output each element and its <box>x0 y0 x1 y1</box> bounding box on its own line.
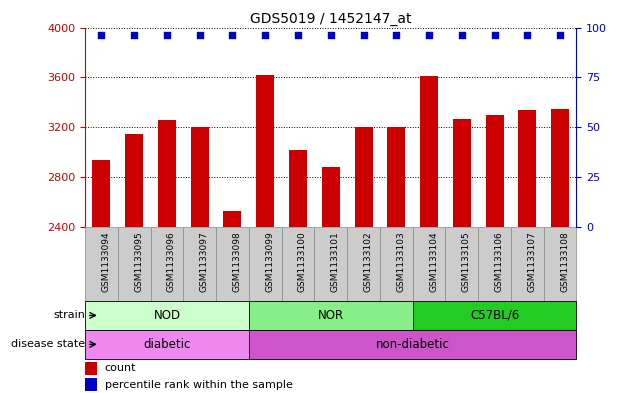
Bar <box>413 301 576 330</box>
Text: GSM1133102: GSM1133102 <box>364 231 372 292</box>
Text: strain: strain <box>53 310 85 320</box>
Bar <box>151 227 183 301</box>
Text: NOR: NOR <box>318 309 344 322</box>
Text: GSM1133105: GSM1133105 <box>462 231 471 292</box>
Text: NOD: NOD <box>153 309 181 322</box>
Text: GSM1133106: GSM1133106 <box>495 231 503 292</box>
Bar <box>486 115 503 227</box>
Bar <box>85 301 249 330</box>
Bar <box>256 75 274 227</box>
Point <box>358 31 369 38</box>
Bar <box>249 227 282 301</box>
Title: GDS5019 / 1452147_at: GDS5019 / 1452147_at <box>250 13 411 26</box>
Bar <box>282 227 314 301</box>
Point <box>424 31 434 38</box>
Text: count: count <box>105 364 136 373</box>
Bar <box>322 167 340 227</box>
Text: diabetic: diabetic <box>143 338 191 351</box>
Bar <box>551 109 569 227</box>
Text: GSM1133101: GSM1133101 <box>331 231 340 292</box>
Bar <box>478 227 511 301</box>
Text: GSM1133108: GSM1133108 <box>560 231 569 292</box>
Bar <box>544 227 576 301</box>
Text: GSM1133103: GSM1133103 <box>396 231 405 292</box>
Text: GSM1133100: GSM1133100 <box>298 231 307 292</box>
Bar <box>314 227 347 301</box>
Bar <box>420 76 438 227</box>
Point <box>457 31 467 38</box>
Point <box>326 31 336 38</box>
Bar <box>249 301 413 330</box>
Bar <box>125 134 143 227</box>
Text: GSM1133094: GSM1133094 <box>101 231 110 292</box>
Text: percentile rank within the sample: percentile rank within the sample <box>105 380 292 390</box>
Bar <box>183 227 216 301</box>
Bar <box>387 127 405 227</box>
Bar <box>85 378 98 391</box>
Bar <box>85 330 249 359</box>
Point <box>96 31 106 38</box>
Bar <box>249 330 576 359</box>
Point <box>195 31 205 38</box>
Bar <box>355 127 372 227</box>
Point <box>555 31 565 38</box>
Text: GSM1133098: GSM1133098 <box>232 231 241 292</box>
Point <box>293 31 303 38</box>
Bar <box>85 227 118 301</box>
Text: disease state: disease state <box>11 340 85 349</box>
Bar <box>224 211 241 227</box>
Bar <box>380 227 413 301</box>
Bar <box>347 227 380 301</box>
Text: GSM1133096: GSM1133096 <box>167 231 176 292</box>
Bar <box>289 150 307 227</box>
Text: GSM1133099: GSM1133099 <box>265 231 274 292</box>
Bar <box>445 227 478 301</box>
Bar <box>93 160 110 227</box>
Text: GSM1133107: GSM1133107 <box>527 231 536 292</box>
Text: C57BL/6: C57BL/6 <box>470 309 519 322</box>
Point <box>490 31 500 38</box>
Text: GSM1133095: GSM1133095 <box>134 231 143 292</box>
Bar <box>511 227 544 301</box>
Bar <box>191 127 209 227</box>
Bar <box>216 227 249 301</box>
Bar <box>518 110 536 227</box>
Point <box>260 31 270 38</box>
Point <box>227 31 238 38</box>
Point <box>129 31 139 38</box>
Bar <box>158 120 176 227</box>
Bar <box>453 119 471 227</box>
Text: non-diabetic: non-diabetic <box>375 338 450 351</box>
Point <box>522 31 532 38</box>
Point <box>391 31 401 38</box>
Text: GSM1133104: GSM1133104 <box>429 231 438 292</box>
Bar <box>85 362 98 375</box>
Bar <box>118 227 151 301</box>
Bar <box>413 227 445 301</box>
Text: GSM1133097: GSM1133097 <box>200 231 209 292</box>
Point <box>162 31 172 38</box>
